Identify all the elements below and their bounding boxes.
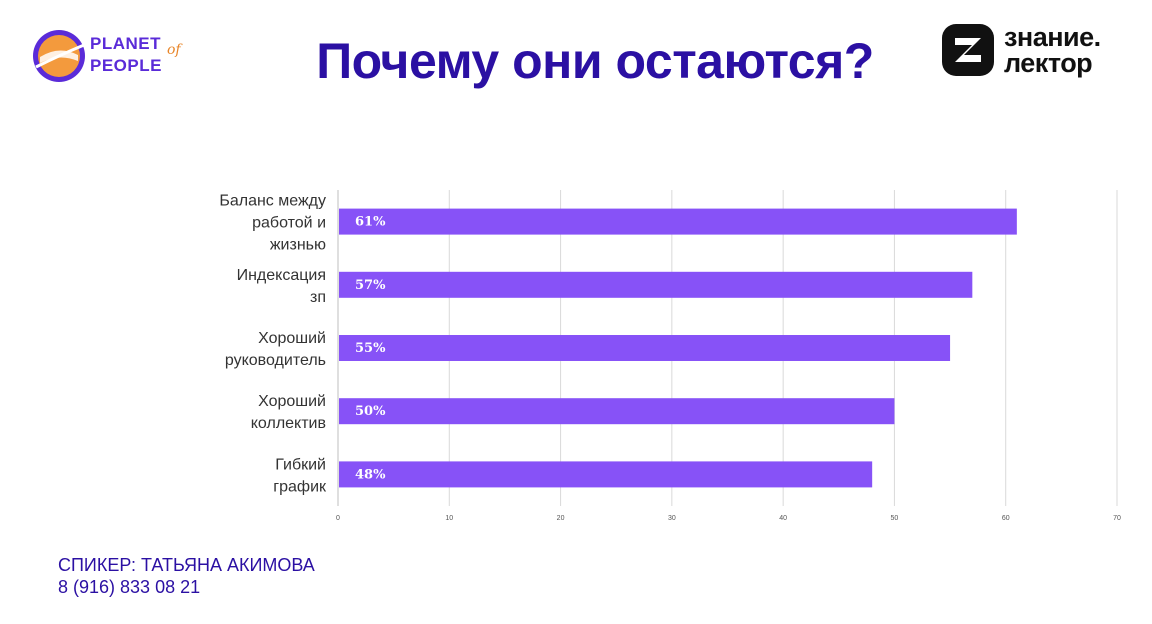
category-label: работой и <box>252 215 326 232</box>
category-label: Хороший <box>258 330 326 347</box>
category-label: Гибкий <box>275 456 326 473</box>
x-tick-label: 10 <box>445 515 453 522</box>
bar <box>339 398 895 425</box>
data-label: 61% <box>355 215 386 230</box>
speaker-block: СПИКЕР: ТАТЬЯНА АКИМОВА 8 (916) 833 08 2… <box>58 554 315 598</box>
category-label: руководитель <box>225 352 326 369</box>
category-label: Баланс между <box>219 193 326 210</box>
bar <box>339 461 873 488</box>
planet-of-people-logo: PLANET PEOPLE of <box>30 24 190 88</box>
x-tick-label: 30 <box>668 515 676 522</box>
x-tick-label: 70 <box>1113 515 1121 522</box>
data-label: 48% <box>355 467 386 482</box>
logo-line-znanie: знание. <box>1004 22 1101 52</box>
category-label: коллектив <box>251 415 326 432</box>
bar <box>339 208 1017 235</box>
x-tick-label: 20 <box>557 515 565 522</box>
bar <box>339 335 951 361</box>
category-label: Индексация <box>237 267 326 284</box>
category-label: жизнью <box>270 237 326 254</box>
znanie-lektor-logo: знание. лектор <box>940 20 1130 80</box>
x-tick-label: 40 <box>779 515 787 522</box>
logo-line-lektor: лектор <box>1004 48 1093 78</box>
data-label: 55% <box>355 341 386 356</box>
znanie-icon <box>942 24 994 76</box>
logo-line-people: PEOPLE <box>90 56 162 75</box>
category-label: график <box>273 478 327 495</box>
category-label: Хороший <box>258 393 326 410</box>
data-label: 50% <box>355 404 386 419</box>
data-label: 57% <box>355 278 386 293</box>
speaker-name: СПИКЕР: ТАТЬЯНА АКИМОВА <box>58 555 315 575</box>
logo-of: of <box>167 42 181 58</box>
planet-icon <box>33 30 85 82</box>
slide-title: Почему они остаются? <box>316 33 874 89</box>
category-label: зп <box>310 289 326 306</box>
x-tick-label: 50 <box>891 515 899 522</box>
x-tick-label: 60 <box>1002 515 1010 522</box>
logo-line-planet: PLANET <box>90 34 161 53</box>
bar <box>339 271 973 298</box>
speaker-phone: 8 (916) 833 08 21 <box>58 577 201 597</box>
x-tick-label: 0 <box>336 515 340 522</box>
